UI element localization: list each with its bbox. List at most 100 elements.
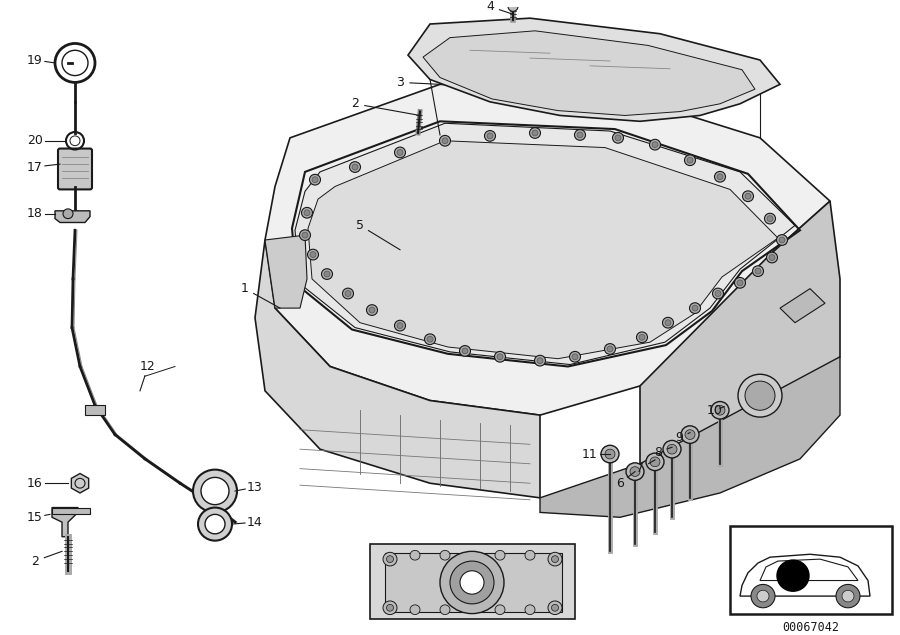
Circle shape (687, 157, 693, 163)
Circle shape (494, 351, 506, 362)
Text: 7: 7 (636, 462, 644, 475)
Text: 3: 3 (396, 76, 404, 89)
Circle shape (484, 131, 496, 141)
Circle shape (607, 346, 613, 352)
Text: 14: 14 (248, 516, 263, 529)
Circle shape (605, 344, 616, 354)
Circle shape (685, 155, 696, 166)
Circle shape (462, 348, 468, 354)
Text: 18: 18 (27, 207, 43, 220)
Text: 8: 8 (654, 446, 662, 458)
Circle shape (650, 139, 661, 150)
Circle shape (767, 252, 778, 263)
Circle shape (440, 605, 450, 615)
Text: 4: 4 (486, 0, 494, 13)
Circle shape (639, 335, 645, 340)
Polygon shape (85, 405, 105, 415)
Text: 12: 12 (140, 360, 156, 373)
Text: 10: 10 (707, 404, 723, 417)
Circle shape (769, 255, 775, 260)
Circle shape (777, 235, 788, 245)
Circle shape (667, 444, 677, 454)
Circle shape (321, 269, 332, 279)
Circle shape (755, 268, 761, 274)
Polygon shape (255, 240, 540, 498)
Circle shape (201, 478, 229, 505)
Circle shape (836, 584, 860, 608)
Circle shape (745, 193, 751, 199)
Circle shape (681, 426, 699, 443)
Circle shape (302, 232, 308, 238)
Circle shape (717, 174, 723, 180)
Circle shape (605, 449, 615, 459)
Text: 19: 19 (27, 53, 43, 67)
Circle shape (764, 213, 776, 224)
Text: 20: 20 (27, 134, 43, 147)
Circle shape (713, 288, 724, 299)
Circle shape (497, 354, 503, 359)
Circle shape (397, 149, 403, 156)
Circle shape (652, 142, 658, 147)
Circle shape (615, 135, 621, 141)
Circle shape (601, 445, 619, 463)
Text: 9: 9 (675, 431, 683, 444)
Polygon shape (295, 123, 795, 364)
Circle shape (738, 374, 782, 417)
Circle shape (442, 138, 448, 144)
Circle shape (535, 356, 545, 366)
Circle shape (310, 175, 320, 185)
Text: 15: 15 (27, 511, 43, 524)
Circle shape (842, 591, 854, 602)
Polygon shape (265, 235, 307, 308)
Circle shape (425, 334, 436, 345)
Polygon shape (265, 84, 830, 415)
Circle shape (630, 467, 640, 476)
Circle shape (662, 318, 673, 328)
Text: 13: 13 (248, 481, 263, 493)
Circle shape (440, 551, 504, 613)
Circle shape (345, 291, 351, 297)
Polygon shape (308, 141, 778, 359)
Circle shape (689, 303, 700, 314)
Circle shape (525, 551, 535, 560)
Circle shape (369, 307, 375, 313)
Polygon shape (640, 201, 840, 464)
Polygon shape (52, 507, 90, 514)
Text: 00067042: 00067042 (782, 622, 840, 634)
Circle shape (63, 209, 73, 218)
Polygon shape (370, 544, 575, 620)
Polygon shape (540, 357, 840, 518)
Circle shape (752, 266, 763, 276)
Circle shape (711, 401, 729, 419)
Polygon shape (52, 507, 78, 537)
Circle shape (742, 191, 753, 201)
Circle shape (777, 560, 809, 591)
Circle shape (352, 164, 358, 170)
Circle shape (304, 210, 310, 216)
Circle shape (312, 177, 318, 183)
Polygon shape (55, 211, 90, 222)
Circle shape (366, 305, 377, 316)
Circle shape (737, 280, 743, 286)
Circle shape (302, 208, 312, 218)
Circle shape (440, 551, 450, 560)
Circle shape (349, 162, 361, 172)
Text: 2: 2 (32, 554, 39, 568)
Text: 17: 17 (27, 161, 43, 173)
Circle shape (734, 277, 745, 288)
Circle shape (410, 605, 420, 615)
Circle shape (572, 354, 578, 359)
Circle shape (198, 507, 232, 540)
Circle shape (410, 551, 420, 560)
Circle shape (537, 358, 543, 364)
Circle shape (532, 130, 538, 136)
Circle shape (383, 552, 397, 566)
Circle shape (308, 250, 319, 260)
Circle shape (692, 305, 698, 311)
Text: 2: 2 (351, 97, 359, 110)
Text: 6: 6 (616, 477, 624, 490)
Circle shape (552, 605, 559, 611)
Polygon shape (780, 289, 825, 323)
Circle shape (394, 147, 406, 157)
Circle shape (751, 584, 775, 608)
